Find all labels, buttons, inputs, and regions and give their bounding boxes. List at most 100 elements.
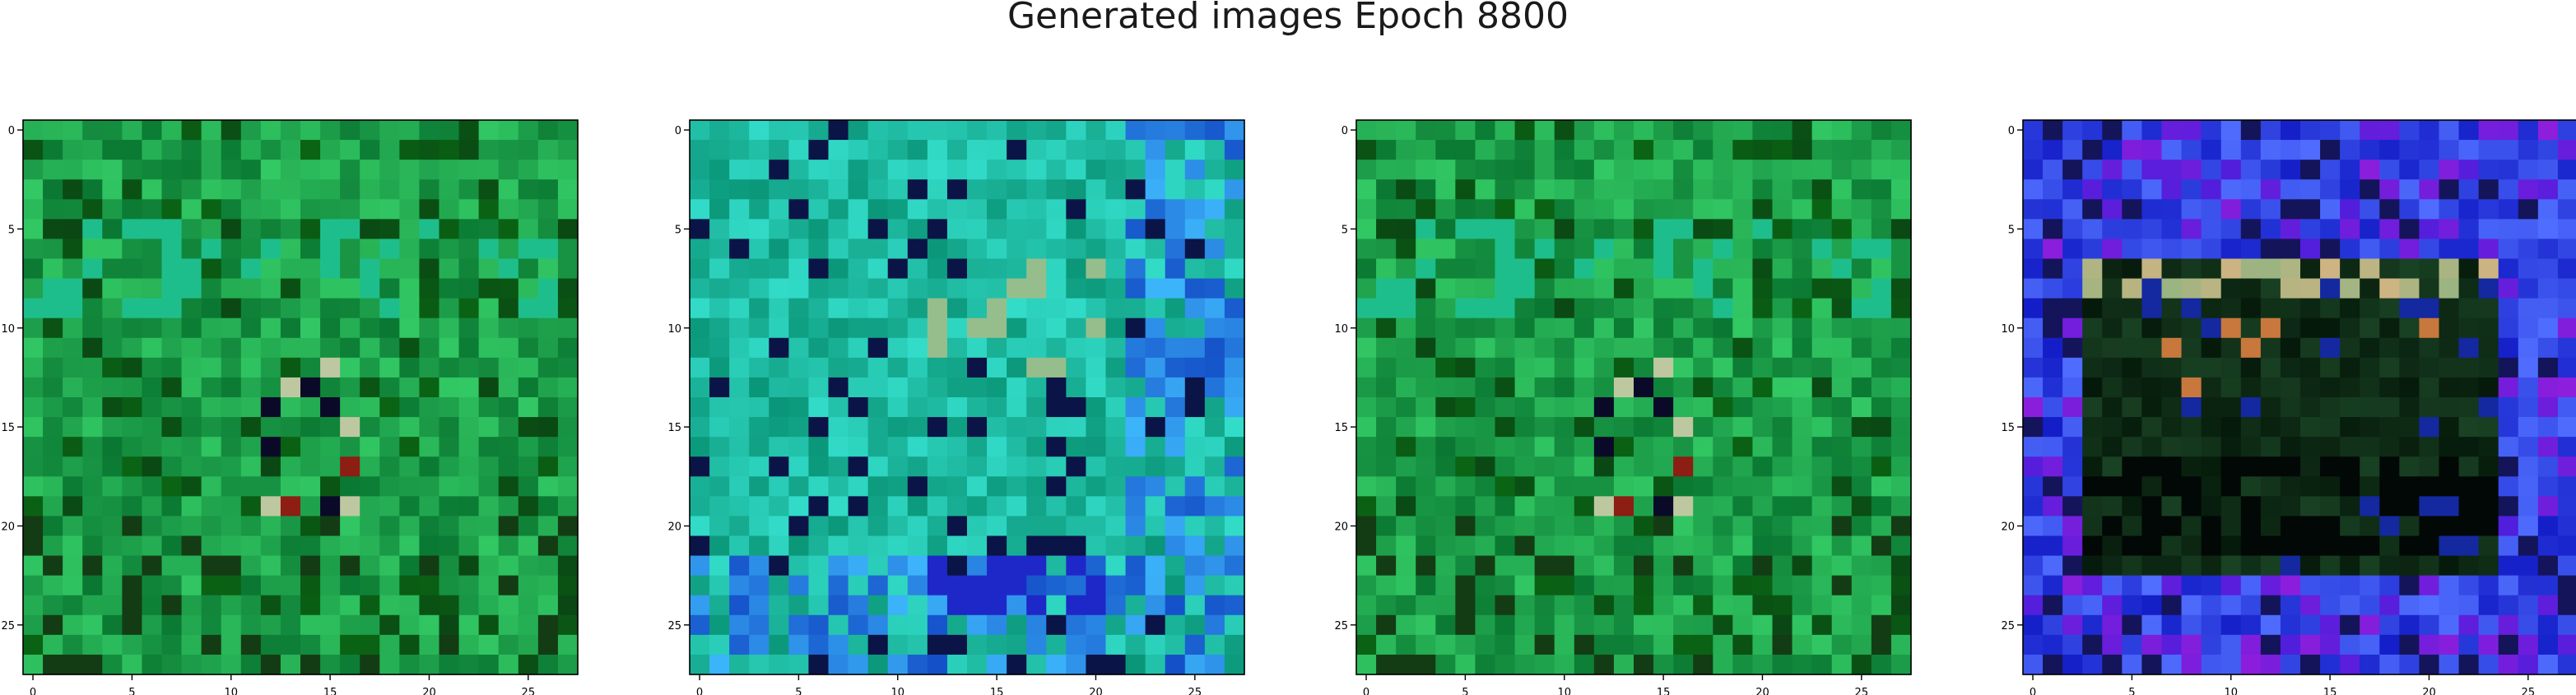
heatmap-cell	[2300, 476, 2321, 497]
heatmap-cell	[828, 634, 849, 656]
heatmap-cell	[1831, 219, 1853, 240]
heatmap-cell	[458, 456, 480, 477]
heatmap-cell	[1145, 179, 1166, 200]
heatmap-cell	[2379, 239, 2400, 260]
heatmap-cell	[2220, 337, 2242, 359]
heatmap-cell	[1831, 160, 1853, 180]
figure-suptitle: Generated images Epoch 8800	[1007, 0, 1569, 37]
heatmap-cell	[2260, 496, 2281, 517]
heatmap-cell	[2062, 555, 2083, 577]
heatmap-cell	[142, 317, 163, 339]
x-tick-label: 0	[696, 687, 703, 695]
heatmap-cell	[1066, 535, 1087, 557]
heatmap-cell	[1495, 278, 1516, 299]
heatmap-cell	[2478, 357, 2499, 378]
heatmap-cell	[2141, 219, 2163, 240]
heatmap-cell	[518, 258, 539, 280]
heatmap-cell	[2280, 199, 2301, 220]
heatmap-cell	[1713, 120, 1733, 141]
heatmap-cell	[769, 140, 789, 160]
heatmap-cell	[2518, 298, 2539, 319]
heatmap-cell	[1871, 417, 1892, 438]
heatmap-cell	[1851, 199, 1872, 220]
heatmap-cell	[769, 199, 789, 220]
heatmap-cell	[102, 614, 123, 636]
heatmap-cell	[2102, 456, 2123, 477]
heatmap-cell	[2478, 476, 2499, 497]
heatmap-cell	[280, 654, 301, 675]
heatmap-cell	[1026, 298, 1047, 319]
heatmap-cell	[1851, 298, 1872, 319]
heatmap-cell	[867, 140, 889, 160]
heatmap-cell	[518, 239, 539, 260]
heatmap-cell	[1831, 239, 1853, 260]
heatmap-cell	[1514, 377, 1536, 398]
heatmap-cell	[1396, 555, 1416, 577]
heatmap-cell	[1475, 258, 1496, 280]
heatmap-cell	[1376, 278, 1397, 299]
heatmap-cell	[2280, 337, 2301, 359]
heatmap-cell	[1871, 654, 1892, 675]
heatmap-cell	[2043, 199, 2063, 220]
heatmap-cell	[43, 160, 63, 180]
heatmap-cell	[142, 337, 163, 359]
heatmap-cell	[2419, 160, 2440, 180]
heatmap-cell	[1416, 377, 1436, 398]
heatmap-cell	[320, 219, 341, 240]
heatmap-cell	[2280, 140, 2301, 160]
heatmap-cell	[1396, 456, 1416, 477]
heatmap-cell	[1871, 357, 1892, 378]
heatmap-cell	[1554, 337, 1575, 359]
heatmap-cell	[419, 496, 440, 517]
heatmap-cell	[320, 397, 341, 418]
heatmap-cell	[1046, 476, 1067, 497]
heatmap-cell	[2537, 437, 2559, 457]
heatmap-cell	[788, 654, 810, 675]
heatmap-cell	[360, 199, 380, 220]
heatmap-cell	[2122, 555, 2143, 577]
heatmap-cell	[2161, 239, 2183, 260]
heatmap-cell	[320, 317, 341, 339]
heatmap-cell	[1184, 160, 1206, 180]
heatmap-cell	[967, 120, 988, 141]
heatmap-cell	[2161, 258, 2183, 280]
heatmap-cell	[379, 357, 400, 378]
heatmap-cell	[848, 298, 869, 319]
heatmap-cell	[1105, 595, 1127, 616]
heatmap-cell	[439, 437, 460, 457]
heatmap-cell	[1890, 417, 1912, 438]
heatmap-cell	[1356, 397, 1377, 418]
heatmap-cell	[690, 377, 710, 398]
heatmap-cell	[2260, 397, 2281, 418]
heatmap-cell	[1125, 575, 1146, 596]
heatmap-cell	[2458, 496, 2480, 517]
heatmap-cell	[1831, 120, 1853, 141]
heatmap-cell	[1851, 535, 1872, 557]
heatmap-cell	[221, 575, 242, 596]
heatmap-cell	[1554, 437, 1575, 457]
heatmap-cell	[2062, 516, 2083, 537]
heatmap-cell	[2220, 555, 2242, 577]
heatmap-cell	[1224, 179, 1245, 200]
heatmap-cell	[690, 496, 710, 517]
heatmap-cell	[379, 654, 400, 675]
heatmap-cell	[1831, 476, 1853, 497]
heatmap-cell	[848, 516, 869, 537]
heatmap-cell	[907, 456, 928, 477]
heatmap-cell	[1613, 298, 1634, 319]
heatmap-cell	[439, 258, 460, 280]
heatmap-cell	[1184, 535, 1206, 557]
heatmap-cell	[2419, 496, 2440, 517]
heatmap-cell	[1574, 140, 1595, 160]
heatmap-cell	[280, 337, 301, 359]
heatmap-cell	[2082, 298, 2103, 319]
heatmap-cell	[1396, 258, 1416, 280]
heatmap-cell	[1165, 219, 1186, 240]
heatmap-cell	[967, 555, 988, 577]
heatmap-cell	[1086, 437, 1107, 457]
heatmap-cell	[399, 456, 421, 477]
heatmap-cell	[419, 357, 440, 378]
heatmap-cell	[537, 239, 559, 260]
heatmap-cell	[1416, 219, 1436, 240]
heatmap-cell	[1693, 278, 1713, 299]
